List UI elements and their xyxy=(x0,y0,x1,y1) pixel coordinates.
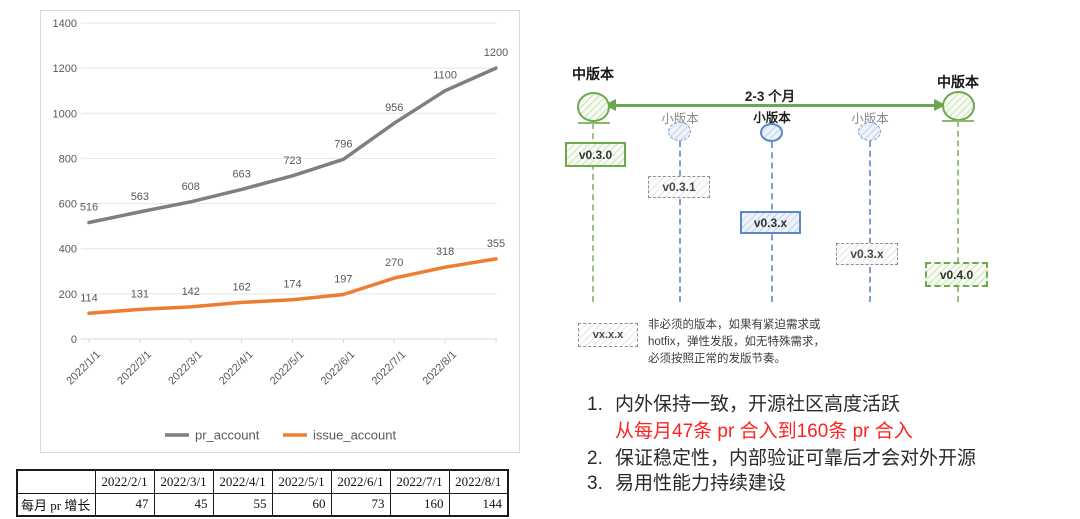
release-note-line: hotfix，弹性发版，如无特殊需求， xyxy=(648,336,825,348)
takeaway-number: 3. xyxy=(587,473,603,494)
major-release-circle-right xyxy=(942,91,975,121)
major-release-label-left: 中版本 xyxy=(572,66,614,82)
lifeline-major-left xyxy=(592,123,594,302)
svg-text:600: 600 xyxy=(59,199,77,211)
svg-text:723: 723 xyxy=(283,155,301,167)
interval-label: 2-3 个月 xyxy=(744,89,796,104)
svg-text:2022/2/1: 2022/2/1 xyxy=(115,349,154,388)
ground-line-left xyxy=(578,122,610,124)
takeaway-item-1: 1. 内外保持一致，开源社区高度活跃 xyxy=(587,389,900,416)
table-header-cell: 2022/7/1 xyxy=(389,469,450,494)
table-cell: 47 xyxy=(94,492,155,517)
lifeline-major-right xyxy=(957,121,959,302)
row-header-cell: 每月 pr 增长 xyxy=(16,492,96,517)
svg-text:663: 663 xyxy=(232,168,250,180)
svg-text:162: 162 xyxy=(232,281,250,293)
svg-text:2022/1/1: 2022/1/1 xyxy=(64,349,103,388)
table-header-cell: 2022/3/1 xyxy=(153,469,214,494)
svg-text:1400: 1400 xyxy=(53,18,77,30)
takeaway-item-3: 3. 易用性能力持续建设 xyxy=(587,468,786,495)
svg-text:800: 800 xyxy=(59,153,77,165)
minor-release-label-1: 小版本 xyxy=(661,112,699,126)
legend-version-box: vx.x.x xyxy=(578,323,638,347)
minor-release-circle-1 xyxy=(668,122,691,141)
table-row: 每月 pr 增长 47 45 55 60 73 160 144 xyxy=(16,492,509,517)
svg-text:608: 608 xyxy=(182,181,200,193)
svg-text:400: 400 xyxy=(59,244,77,256)
minor-release-label-3: 小版本 xyxy=(851,112,889,126)
version-box-v0-4-0: v0.4.0 xyxy=(925,262,988,287)
svg-text:2022/3/1: 2022/3/1 xyxy=(166,349,205,388)
takeaway-text-highlight: 从每月47条 pr 合入到160条 pr 合入 xyxy=(615,421,913,442)
minor-release-label-2: 小版本 xyxy=(753,111,791,125)
table-header-cell: 2022/2/1 xyxy=(94,469,155,494)
minor-release-circle-2 xyxy=(760,123,783,142)
svg-text:563: 563 xyxy=(131,191,149,203)
table-cell: 73 xyxy=(330,492,391,517)
svg-text:200: 200 xyxy=(59,289,77,301)
svg-text:0: 0 xyxy=(71,334,77,346)
release-note-line: 必须按照正常的发版节奏。 xyxy=(648,353,786,365)
table-cell: 55 xyxy=(212,492,273,517)
chart-card: 0 200 400 600 800 1000 1200 1400 2022/1/1 2022/2/… xyxy=(40,10,520,453)
svg-text:114: 114 xyxy=(80,292,98,304)
table-header-cell: 2022/6/1 xyxy=(330,469,391,494)
table-cell: 160 xyxy=(389,492,450,517)
major-release-label-right: 中版本 xyxy=(937,74,979,90)
takeaway-number: 2. xyxy=(587,448,603,469)
svg-text:270: 270 xyxy=(385,257,403,269)
svg-text:issue_account: issue_account xyxy=(313,428,396,443)
version-box-v0-3-1: v0.3.1 xyxy=(648,176,710,198)
svg-text:2022/6/1: 2022/6/1 xyxy=(319,349,358,388)
table-header-cell xyxy=(16,469,96,494)
table-header-row: 2022/2/1 2022/3/1 2022/4/1 2022/5/1 2022… xyxy=(16,469,509,494)
table-header-cell: 2022/8/1 xyxy=(448,469,509,494)
release-note-line: 非必须的版本，如果有紧迫需求或 xyxy=(648,319,821,331)
svg-text:1200: 1200 xyxy=(484,47,508,59)
version-box-v0-3-x-optional: v0.3.x xyxy=(836,243,898,265)
svg-text:142: 142 xyxy=(182,286,200,298)
line-chart: 0 200 400 600 800 1000 1200 1400 2022/1/1 2022/2/… xyxy=(53,18,509,443)
interval-arrow xyxy=(612,104,940,107)
takeaway-highlight: 从每月47条 pr 合入到160条 pr 合入 xyxy=(615,416,913,443)
takeaway-item-2: 2. 保证稳定性，内部验证可靠后才会对外开源 xyxy=(587,443,976,470)
svg-text:355: 355 xyxy=(487,238,505,250)
svg-text:pr_account: pr_account xyxy=(195,428,260,443)
table-header-cell: 2022/5/1 xyxy=(271,469,332,494)
table-header-cell: 2022/4/1 xyxy=(212,469,273,494)
pr-growth-table: 2022/2/1 2022/3/1 2022/4/1 2022/5/1 2022… xyxy=(16,469,509,517)
takeaway-text: 保证稳定性，内部验证可靠后才会对外开源 xyxy=(615,448,977,469)
table-cell: 60 xyxy=(271,492,332,517)
version-box-v0-3-0: v0.3.0 xyxy=(565,142,626,167)
lifeline-minor-1 xyxy=(679,141,681,302)
svg-text:516: 516 xyxy=(80,202,98,214)
takeaway-text: 易用性能力持续建设 xyxy=(615,473,787,494)
takeaway-number: 1. xyxy=(587,394,603,415)
svg-text:1100: 1100 xyxy=(433,70,457,82)
table-cell: 144 xyxy=(448,492,509,517)
minor-release-circle-3 xyxy=(858,122,881,141)
takeaway-text: 内外保持一致，开源社区高度活跃 xyxy=(615,394,901,415)
svg-text:796: 796 xyxy=(334,138,352,150)
svg-text:174: 174 xyxy=(283,279,301,291)
release-note: 非必须的版本，如果有紧迫需求或 hotfix，弹性发版，如无特殊需求， 必须按照… xyxy=(648,317,918,368)
svg-text:1000: 1000 xyxy=(53,108,77,120)
table-cell: 45 xyxy=(153,492,214,517)
version-box-v0-3-x-planned: v0.3.x xyxy=(740,211,801,234)
svg-text:2022/4/1: 2022/4/1 xyxy=(217,349,256,388)
svg-text:2022/8/1: 2022/8/1 xyxy=(420,349,459,388)
svg-text:2022/5/1: 2022/5/1 xyxy=(268,349,307,388)
svg-text:1200: 1200 xyxy=(53,63,77,75)
lifeline-minor-3 xyxy=(869,141,871,302)
svg-text:956: 956 xyxy=(385,102,403,114)
svg-text:2022/7/1: 2022/7/1 xyxy=(370,349,409,388)
major-release-circle-left xyxy=(577,92,610,122)
svg-text:197: 197 xyxy=(334,274,352,286)
svg-text:318: 318 xyxy=(436,246,454,258)
svg-text:131: 131 xyxy=(131,288,149,300)
